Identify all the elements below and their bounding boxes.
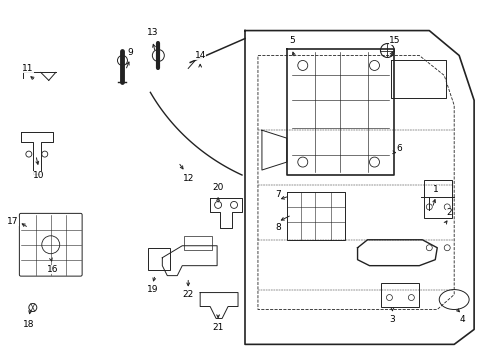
Text: 5: 5 bbox=[288, 36, 294, 45]
Text: 19: 19 bbox=[146, 285, 158, 294]
Text: 4: 4 bbox=[458, 315, 464, 324]
Text: 14: 14 bbox=[194, 51, 205, 60]
Text: 8: 8 bbox=[274, 223, 280, 232]
Text: 2: 2 bbox=[446, 208, 451, 217]
Text: 12: 12 bbox=[182, 174, 194, 183]
Text: 9: 9 bbox=[127, 48, 133, 57]
Bar bbox=[148, 248, 170, 270]
Text: 3: 3 bbox=[389, 315, 394, 324]
Bar bbox=[424, 180, 451, 218]
Text: 1: 1 bbox=[432, 185, 438, 194]
Text: 7: 7 bbox=[274, 190, 280, 199]
Text: 11: 11 bbox=[22, 64, 34, 73]
Text: 13: 13 bbox=[146, 28, 158, 37]
Bar bbox=[184, 236, 212, 250]
Text: 17: 17 bbox=[7, 217, 19, 226]
Text: 16: 16 bbox=[47, 265, 59, 274]
Text: 15: 15 bbox=[388, 36, 399, 45]
Text: 10: 10 bbox=[33, 171, 44, 180]
Text: 21: 21 bbox=[212, 323, 224, 332]
Bar bbox=[381, 283, 419, 306]
Text: 22: 22 bbox=[182, 290, 193, 299]
Text: 6: 6 bbox=[396, 144, 402, 153]
Text: 20: 20 bbox=[212, 184, 224, 193]
Text: 18: 18 bbox=[23, 320, 35, 329]
